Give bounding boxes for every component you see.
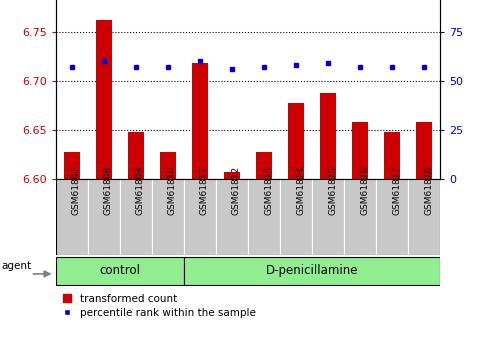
Legend: transformed count, percentile rank within the sample: transformed count, percentile rank withi… [61, 292, 257, 320]
Text: GSM61812: GSM61812 [232, 166, 241, 215]
Bar [256, 152, 272, 179]
Bar [376, 179, 409, 255]
Bar [416, 122, 432, 179]
Text: control: control [99, 264, 140, 277]
Bar [192, 63, 208, 179]
Bar [248, 179, 280, 255]
Bar [224, 171, 240, 179]
Bar [288, 103, 304, 179]
Bar [120, 179, 152, 255]
Bar [320, 93, 336, 179]
Text: GSM61811: GSM61811 [200, 166, 209, 215]
Bar [152, 179, 184, 255]
Text: agent: agent [1, 261, 31, 271]
Bar [384, 132, 400, 179]
Text: GSM61808: GSM61808 [104, 166, 113, 215]
Bar [184, 179, 216, 255]
Bar [216, 179, 248, 255]
Bar [56, 179, 87, 255]
Text: GSM61815: GSM61815 [328, 166, 337, 215]
Bar [344, 179, 376, 255]
Text: GSM61814: GSM61814 [296, 166, 305, 215]
Text: GSM61810: GSM61810 [168, 166, 177, 215]
Text: GSM61818: GSM61818 [425, 166, 433, 215]
Text: GSM61809: GSM61809 [136, 166, 145, 215]
Bar [96, 20, 112, 179]
Text: GSM61817: GSM61817 [392, 166, 401, 215]
Bar [56, 257, 184, 285]
Bar [352, 122, 369, 179]
Bar [64, 152, 80, 179]
Text: GSM61816: GSM61816 [360, 166, 369, 215]
Text: GSM61807: GSM61807 [71, 166, 81, 215]
Bar [87, 179, 120, 255]
Bar [312, 179, 344, 255]
Bar [280, 179, 312, 255]
Bar [160, 152, 176, 179]
Text: GSM61813: GSM61813 [264, 166, 273, 215]
Bar [409, 179, 440, 255]
Text: D-penicillamine: D-penicillamine [266, 264, 358, 277]
Bar [184, 257, 440, 285]
Bar [128, 132, 144, 179]
